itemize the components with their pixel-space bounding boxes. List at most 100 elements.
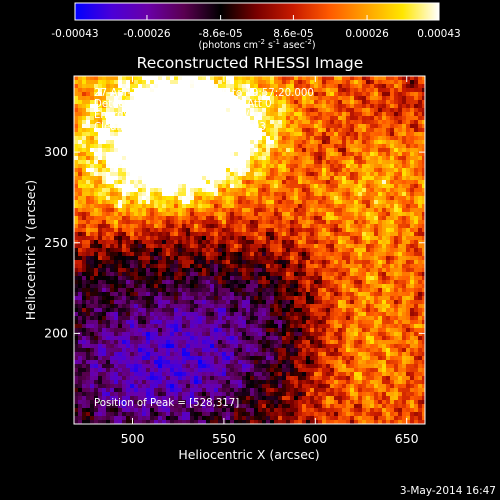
heatmap-cell bbox=[362, 148, 367, 153]
heatmap-cell bbox=[234, 292, 239, 297]
heatmap-cell bbox=[130, 196, 135, 201]
heatmap-cell bbox=[238, 144, 243, 149]
heatmap-cell bbox=[142, 80, 147, 85]
heatmap-cell bbox=[414, 120, 419, 125]
heatmap-cell bbox=[214, 244, 219, 249]
heatmap-cell bbox=[98, 216, 103, 221]
heatmap-cell bbox=[98, 148, 103, 153]
heatmap-cell bbox=[218, 268, 223, 273]
heatmap-cell bbox=[186, 112, 191, 117]
heatmap-cell bbox=[74, 180, 79, 185]
heatmap-cell bbox=[226, 212, 231, 217]
heatmap-cell bbox=[142, 156, 147, 161]
heatmap-cell bbox=[226, 268, 231, 273]
heatmap-cell bbox=[238, 196, 243, 201]
heatmap-cell bbox=[198, 124, 203, 129]
heatmap-cell bbox=[102, 168, 107, 173]
heatmap-cell bbox=[350, 108, 355, 113]
heatmap-cell bbox=[206, 152, 211, 157]
heatmap-cell bbox=[366, 180, 371, 185]
heatmap-cell bbox=[150, 180, 155, 185]
heatmap-cell bbox=[138, 224, 143, 229]
heatmap-cell bbox=[190, 108, 195, 113]
heatmap-cell bbox=[398, 116, 403, 121]
heatmap-cell bbox=[90, 152, 95, 157]
heatmap-cell bbox=[322, 188, 327, 193]
heatmap-cell bbox=[110, 248, 115, 253]
heatmap-cell bbox=[306, 216, 311, 221]
heatmap-cell bbox=[78, 100, 83, 105]
heatmap-cell bbox=[182, 132, 187, 137]
heatmap-cell bbox=[314, 284, 319, 289]
heatmap-cell bbox=[86, 280, 91, 285]
heatmap-cell bbox=[310, 164, 315, 169]
heatmap-cell bbox=[94, 124, 99, 129]
heatmap-cell bbox=[246, 260, 251, 265]
heatmap-cell bbox=[278, 292, 283, 297]
heatmap-cell bbox=[94, 168, 99, 173]
heatmap-cell bbox=[350, 296, 355, 301]
heatmap-cell bbox=[246, 268, 251, 273]
heatmap-cell bbox=[358, 264, 363, 269]
heatmap-cell bbox=[354, 188, 359, 193]
heatmap-cell bbox=[382, 272, 387, 277]
heatmap-cell bbox=[146, 100, 151, 105]
heatmap-cell bbox=[162, 288, 167, 293]
heatmap-cell bbox=[190, 100, 195, 105]
heatmap-cell bbox=[326, 220, 331, 225]
heatmap-cell bbox=[358, 268, 363, 273]
heatmap-cell bbox=[106, 292, 111, 297]
heatmap-cell bbox=[270, 260, 275, 265]
heatmap-cell bbox=[346, 268, 351, 273]
heatmap-cell bbox=[162, 200, 167, 205]
heatmap-cell bbox=[314, 224, 319, 229]
heatmap-cell bbox=[118, 188, 123, 193]
heatmap-cell bbox=[226, 300, 231, 305]
heatmap-cell bbox=[238, 156, 243, 161]
heatmap-cell bbox=[114, 168, 119, 173]
heatmap-cell bbox=[274, 136, 279, 141]
heatmap-cell bbox=[334, 136, 339, 141]
heatmap-cell bbox=[298, 184, 303, 189]
heatmap-cell bbox=[282, 268, 287, 273]
heatmap-cell bbox=[118, 228, 123, 233]
heatmap-cell bbox=[274, 236, 279, 241]
heatmap-cell bbox=[366, 92, 371, 97]
heatmap-cell bbox=[286, 272, 291, 277]
heatmap-cell bbox=[110, 280, 115, 285]
heatmap-cell bbox=[234, 268, 239, 273]
heatmap-cell bbox=[226, 120, 231, 125]
heatmap-cell bbox=[74, 240, 79, 245]
heatmap-cell bbox=[418, 104, 423, 109]
heatmap-cell bbox=[134, 248, 139, 253]
heatmap-cell bbox=[242, 204, 247, 209]
heatmap-cell bbox=[78, 172, 83, 177]
heatmap-cell bbox=[102, 96, 107, 101]
heatmap-cell bbox=[330, 184, 335, 189]
heatmap-cell bbox=[198, 272, 203, 277]
heatmap-cell bbox=[406, 260, 411, 265]
heatmap-cell bbox=[366, 256, 371, 261]
heatmap-cell bbox=[398, 204, 403, 209]
heatmap-cell bbox=[274, 112, 279, 117]
heatmap-cell bbox=[318, 104, 323, 109]
heatmap-cell bbox=[274, 280, 279, 285]
heatmap-cell bbox=[286, 140, 291, 145]
heatmap-cell bbox=[106, 300, 111, 305]
heatmap-cell bbox=[254, 164, 259, 169]
heatmap-cell bbox=[134, 280, 139, 285]
heatmap-cell bbox=[406, 112, 411, 117]
heatmap-cell bbox=[170, 172, 175, 177]
heatmap-cell bbox=[302, 280, 307, 285]
heatmap-cell bbox=[386, 168, 391, 173]
heatmap-cell bbox=[274, 76, 279, 81]
heatmap-cell bbox=[194, 212, 199, 217]
heatmap-cell bbox=[342, 200, 347, 205]
heatmap-cell bbox=[134, 164, 139, 169]
heatmap-cell bbox=[286, 84, 291, 89]
heatmap-cell bbox=[110, 156, 115, 161]
heatmap-cell bbox=[254, 80, 259, 85]
heatmap-cell bbox=[166, 144, 171, 149]
heatmap-cell bbox=[414, 264, 419, 269]
heatmap-cell bbox=[98, 144, 103, 149]
